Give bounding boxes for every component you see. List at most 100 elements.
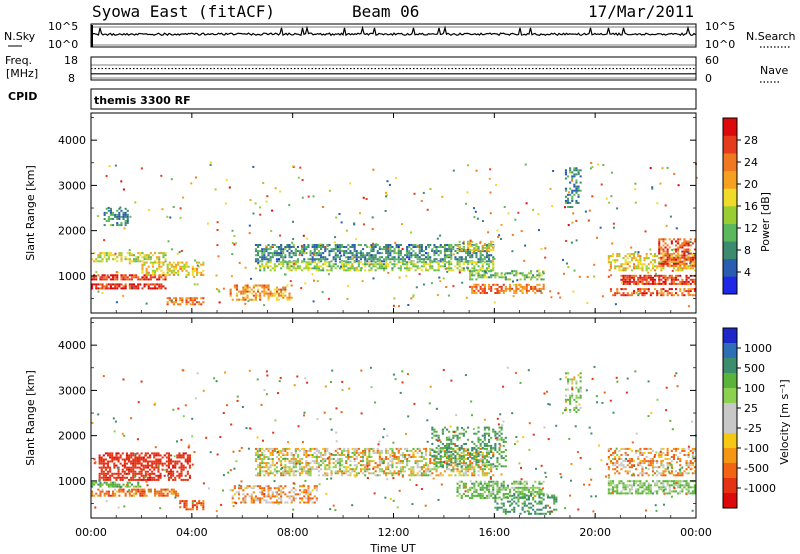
data-cell bbox=[292, 462, 295, 465]
data-cell bbox=[301, 254, 304, 257]
data-cell bbox=[666, 278, 669, 281]
data-cell bbox=[99, 485, 102, 488]
data-cell bbox=[242, 501, 245, 504]
data-cell bbox=[679, 288, 682, 291]
data-cell bbox=[317, 261, 320, 264]
noise-right-top: 10^5 bbox=[705, 20, 735, 33]
data-cell bbox=[666, 292, 669, 295]
data-cell bbox=[662, 260, 665, 263]
data-cell bbox=[105, 254, 108, 257]
data-cell bbox=[294, 254, 297, 257]
data-cell bbox=[263, 269, 266, 272]
data-cell bbox=[107, 478, 110, 481]
data-cell bbox=[99, 283, 102, 286]
data-cell bbox=[257, 246, 260, 248]
data-cell bbox=[248, 298, 251, 301]
data-cell bbox=[490, 447, 493, 449]
data-cell bbox=[185, 504, 188, 507]
data-cell bbox=[280, 491, 283, 494]
data-cell bbox=[275, 487, 278, 490]
data-cell bbox=[454, 250, 457, 253]
data-cell bbox=[104, 476, 107, 479]
data-cell bbox=[677, 256, 680, 259]
data-cell bbox=[672, 261, 675, 264]
data-cell bbox=[666, 258, 669, 261]
data-cell bbox=[515, 270, 518, 273]
data-cell bbox=[488, 276, 491, 279]
data-cell bbox=[475, 244, 478, 247]
data-cell bbox=[343, 269, 346, 272]
data-cell bbox=[151, 273, 154, 276]
data-cell bbox=[341, 244, 344, 246]
data-cell bbox=[397, 460, 400, 463]
data-cell bbox=[147, 258, 150, 261]
data-cell bbox=[364, 474, 367, 477]
data-cell bbox=[393, 248, 396, 251]
data-cell bbox=[633, 280, 636, 283]
data-cell bbox=[365, 198, 368, 200]
data-cell bbox=[425, 468, 428, 471]
data-cell bbox=[660, 292, 663, 295]
data-cell bbox=[624, 261, 627, 264]
data-cell bbox=[515, 496, 518, 499]
data-cell bbox=[435, 468, 438, 471]
data-cell bbox=[443, 250, 446, 253]
data-cell bbox=[479, 454, 482, 456]
data-cell bbox=[563, 272, 565, 275]
data-cell bbox=[456, 434, 459, 437]
data-cell bbox=[607, 255, 610, 258]
data-cell bbox=[330, 267, 333, 270]
data-cell bbox=[577, 172, 580, 175]
data-cell bbox=[380, 468, 383, 471]
data-cell bbox=[675, 282, 678, 285]
data-cell bbox=[359, 451, 362, 454]
data-cell bbox=[139, 485, 142, 488]
data-cell bbox=[513, 488, 516, 491]
data-cell bbox=[454, 258, 457, 261]
data-cell bbox=[130, 462, 133, 465]
data-cell bbox=[128, 285, 131, 288]
data-cell bbox=[496, 287, 499, 290]
data-cell bbox=[534, 486, 537, 489]
data-cell bbox=[628, 274, 631, 277]
data-cell bbox=[259, 244, 262, 246]
data-cell bbox=[664, 282, 667, 285]
data-cell bbox=[622, 292, 625, 295]
data-cell bbox=[544, 247, 547, 250]
data-cell bbox=[146, 476, 149, 479]
data-cell bbox=[616, 253, 619, 255]
data-cell bbox=[257, 447, 260, 450]
data-cell bbox=[160, 261, 163, 264]
data-cell bbox=[158, 252, 161, 255]
data-cell bbox=[144, 478, 147, 481]
data-cell bbox=[292, 456, 295, 458]
data-cell bbox=[536, 278, 539, 281]
data-cell bbox=[677, 248, 680, 251]
data-cell bbox=[303, 244, 306, 246]
data-cell bbox=[479, 451, 482, 453]
data-cell bbox=[490, 276, 493, 279]
data-cell bbox=[483, 442, 486, 445]
data-cell bbox=[426, 208, 429, 211]
data-cell bbox=[328, 244, 331, 246]
data-cell bbox=[521, 274, 524, 277]
data-cell bbox=[122, 490, 125, 493]
data-cell bbox=[456, 252, 459, 255]
data-cell bbox=[280, 489, 283, 492]
data-cell bbox=[98, 454, 101, 457]
data-cell bbox=[280, 248, 283, 251]
data-cell bbox=[383, 260, 386, 263]
data-cell bbox=[418, 474, 421, 477]
data-cell bbox=[517, 490, 520, 493]
data-cell bbox=[145, 254, 148, 257]
data-cell bbox=[328, 464, 331, 467]
data-cell bbox=[620, 294, 623, 297]
data-cell bbox=[307, 265, 310, 268]
data-cell bbox=[231, 501, 234, 504]
data-cell bbox=[107, 254, 110, 257]
data-cell bbox=[488, 434, 491, 437]
data-cell bbox=[564, 177, 567, 180]
data-cell bbox=[151, 254, 154, 257]
data-cell bbox=[391, 466, 394, 469]
data-cell bbox=[502, 482, 505, 485]
